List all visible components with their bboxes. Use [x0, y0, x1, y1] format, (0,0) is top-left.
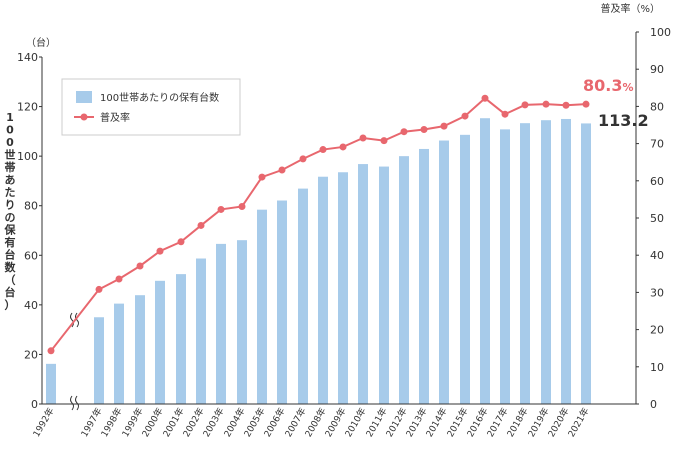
- annotation-rate-value: 80.3: [583, 76, 622, 95]
- rate-point: [238, 202, 246, 210]
- rate-line: [50, 96, 587, 352]
- bar: [419, 148, 429, 404]
- rate-point: [481, 94, 489, 102]
- legend-box: [61, 78, 241, 136]
- bar: [216, 243, 226, 404]
- legend-line-marker: [80, 113, 88, 121]
- bar: [257, 209, 267, 404]
- y-ticks-right: 0 10 20 30 40 50 60 70 80 90 100: [636, 26, 671, 411]
- rate-point: [95, 285, 103, 293]
- left-unit-label: （台）: [26, 36, 56, 49]
- rate-point: [115, 275, 123, 283]
- rate-point: [420, 125, 428, 133]
- axis-break-marks: [70, 312, 79, 411]
- bar: [237, 240, 247, 404]
- bar: [460, 134, 470, 404]
- annotation-rate-unit: %: [622, 81, 633, 94]
- rate-point: [440, 122, 448, 130]
- rate-point: [521, 101, 529, 109]
- bar: [114, 303, 124, 404]
- bar: [176, 274, 186, 404]
- y-tick-left-label: 40: [24, 299, 38, 312]
- y-tick-right-label: 100: [650, 26, 671, 39]
- y-tick-right-label: 10: [650, 361, 664, 374]
- break-mark: [70, 395, 74, 411]
- y-tick-left-label: 100: [17, 150, 38, 163]
- bar: [196, 258, 206, 404]
- bar: [46, 363, 56, 404]
- rate-point: [461, 112, 469, 120]
- rate-point: [380, 137, 388, 145]
- bar-series: [46, 118, 591, 405]
- y-tick-right-label: 60: [650, 175, 664, 188]
- y-axis-left-title: 1 0 0 世帯あたりの保有台数（台）: [4, 111, 17, 312]
- bar: [480, 118, 490, 405]
- rate-point: [136, 262, 144, 270]
- bar: [581, 123, 591, 404]
- bar: [399, 156, 409, 404]
- bar: [318, 176, 328, 404]
- bar: [541, 120, 551, 404]
- right-axis-title: 普及率（%）: [600, 2, 660, 15]
- bar: [155, 280, 165, 404]
- y-tick-left-label: 140: [17, 51, 38, 64]
- bar: [561, 118, 571, 404]
- bar: [135, 295, 145, 404]
- legend-bar-label: 100世帯あたりの保有台数: [100, 91, 219, 104]
- bar: [379, 166, 389, 404]
- rate-point: [177, 238, 185, 246]
- legend: 100世帯あたりの保有台数 普及率: [61, 78, 241, 136]
- y-tick-right-label: 70: [650, 138, 664, 151]
- rate-point: [400, 128, 408, 136]
- bar: [500, 129, 510, 405]
- y-tick-right-label: 0: [650, 398, 657, 411]
- rate-point: [47, 347, 55, 355]
- bar: [298, 188, 308, 404]
- y-tick-left-label: 20: [24, 348, 38, 361]
- rate-point: [501, 110, 509, 118]
- break-mark: [70, 312, 74, 328]
- bar: [520, 123, 530, 404]
- bar: [277, 200, 287, 404]
- y-tick-right-label: 50: [650, 212, 664, 225]
- break-mark: [75, 395, 79, 411]
- rate-point: [278, 166, 286, 174]
- y-tick-right-label: 40: [650, 249, 664, 262]
- y-tick-right-label: 30: [650, 286, 664, 299]
- annotation-count: 113.2: [598, 111, 649, 130]
- rate-point: [542, 100, 550, 108]
- rate-point: [258, 173, 266, 181]
- bar: [358, 164, 368, 404]
- rate-point: [359, 134, 367, 142]
- rate-point: [156, 247, 164, 255]
- y-tick-left-label: 60: [24, 249, 38, 262]
- y-tick-left-label: 0: [31, 398, 38, 411]
- y-tick-left-label: 80: [24, 200, 38, 213]
- rate-point: [299, 155, 307, 163]
- x-ticks: 1992年 1997年1998年1999年2000年2001年2002年2003年…: [30, 406, 591, 440]
- bar: [94, 317, 104, 404]
- rate-point: [319, 146, 327, 154]
- y-ticks-left: 0 20 40 60 80 100 120 140: [17, 51, 42, 411]
- y-tick-left-label: 120: [17, 101, 38, 114]
- legend-bar-swatch: [76, 91, 92, 103]
- y-tick-right-label: 20: [650, 324, 664, 337]
- y-tick-right-label: 90: [650, 63, 664, 76]
- rate-point: [339, 143, 347, 151]
- y-tick-right-label: 80: [650, 100, 664, 113]
- break-mark: [75, 312, 79, 328]
- bar: [338, 172, 348, 404]
- annotation-rate: 80.3%: [583, 76, 634, 95]
- line-series: [47, 94, 590, 355]
- rate-point: [217, 205, 225, 213]
- svg-text:80.3%: 80.3%: [583, 76, 634, 95]
- legend-line-label: 普及率: [100, 111, 130, 124]
- rate-point: [197, 221, 205, 229]
- bar: [439, 140, 449, 404]
- rate-point: [582, 100, 590, 108]
- rate-point: [562, 101, 570, 109]
